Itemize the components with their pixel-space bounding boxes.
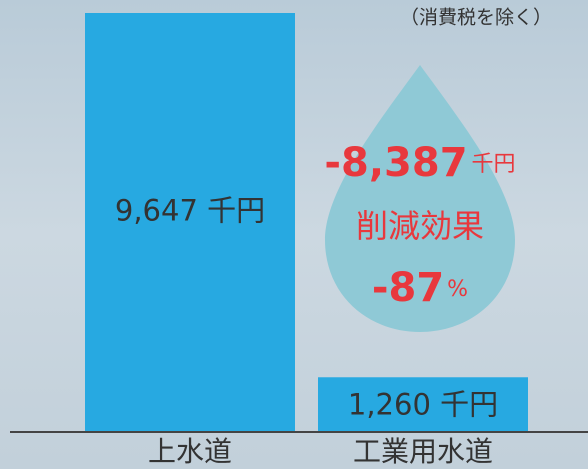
value-label: 1,260 千円 bbox=[348, 388, 498, 422]
reduction-unit: 千円 bbox=[472, 152, 516, 177]
reduction-value: -8,387 bbox=[324, 140, 467, 186]
value-label: 9,647 千円 bbox=[115, 194, 265, 228]
percent-unit: % bbox=[447, 277, 468, 302]
chart: （消費税を除く） 9,647 千円1,260 千円 -8,387千円 削減効果 … bbox=[0, 0, 588, 469]
percent-value: -87 bbox=[372, 265, 444, 311]
x-tick-label: 上水道 bbox=[148, 435, 232, 468]
note: （消費税を除く） bbox=[400, 7, 552, 29]
annotation-label: 削減効果 bbox=[356, 207, 484, 245]
x-tick-label: 工業用水道 bbox=[353, 435, 493, 468]
